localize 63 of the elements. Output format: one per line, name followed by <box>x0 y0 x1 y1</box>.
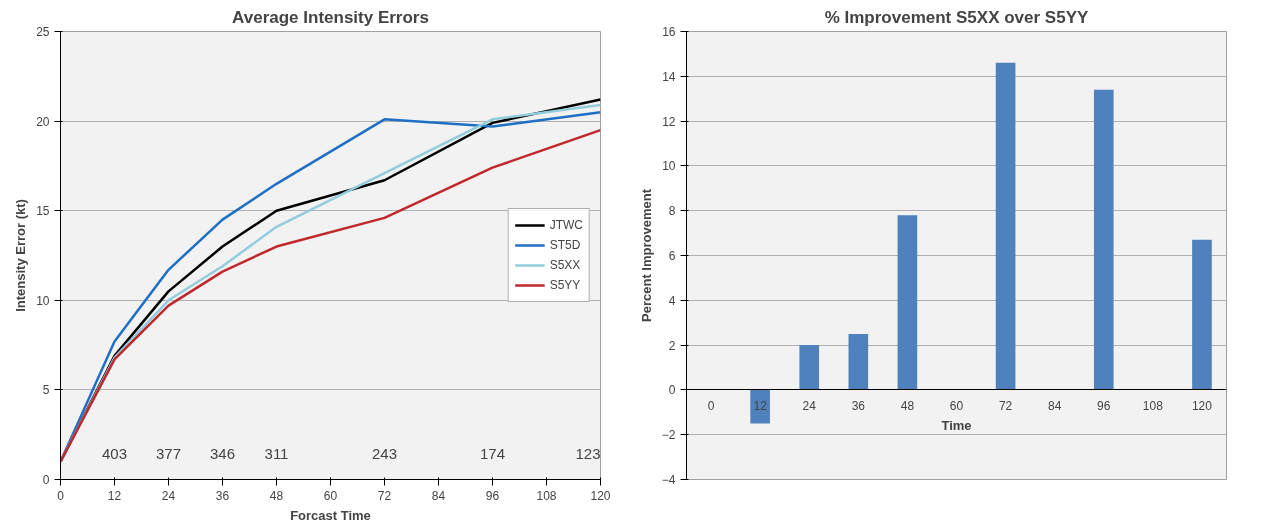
y-tick-label: 0 <box>668 383 676 398</box>
annotation: 123 <box>575 445 601 463</box>
x-tick-label: 72 <box>377 488 392 503</box>
x-axis-title: Time <box>941 417 972 433</box>
bar <box>750 389 770 424</box>
x-tick-label: 96 <box>1097 398 1111 413</box>
annotation: 243 <box>371 445 398 463</box>
y-tick-label: 12 <box>662 114 676 129</box>
bar <box>799 345 820 390</box>
legend-label: S5YY <box>549 278 581 292</box>
y-tick-label: 15 <box>36 204 50 219</box>
legend-label: S5XX <box>549 258 581 272</box>
x-tick-label: 36 <box>851 398 866 413</box>
bar <box>1093 89 1114 390</box>
x-tick-label: 60 <box>949 398 964 413</box>
y-axis-title: Intensity Error (kt) <box>13 199 29 312</box>
legend-label: JTWC <box>549 218 583 232</box>
x-tick-label: 0 <box>57 488 65 503</box>
x-tick-label: 12 <box>753 398 768 413</box>
x-tick-label: 48 <box>900 398 915 413</box>
y-tick-label: 16 <box>662 25 676 39</box>
x-tick-label: 72 <box>998 398 1013 413</box>
x-tick-label: 12 <box>107 488 122 503</box>
annotation: 174 <box>479 445 506 463</box>
chart-title: Average Intensity Errors <box>232 7 429 27</box>
x-tick-label: 120 <box>590 488 611 503</box>
annotation: 403 <box>101 445 128 463</box>
y-tick-label: −4 <box>661 473 676 487</box>
x-tick-label: 24 <box>802 398 817 413</box>
x-tick-label: 24 <box>161 488 176 503</box>
x-tick-label: 84 <box>1048 398 1062 413</box>
y-tick-label: 10 <box>662 159 676 174</box>
y-tick-label: 2 <box>668 338 676 353</box>
chart-title: % Improvement S5XX over S5YY <box>824 7 1089 27</box>
y-tick-label: 25 <box>36 25 50 39</box>
annotation: 377 <box>155 445 182 463</box>
y-tick-label: 4 <box>668 293 676 308</box>
legend-label: ST5D <box>549 238 581 252</box>
y-axis-title: Percent Improvement <box>638 188 654 322</box>
x-tick-label: 108 <box>536 488 557 503</box>
y-tick-label: 0 <box>42 473 50 487</box>
x-tick-label: 0 <box>707 398 715 413</box>
bar <box>995 62 1016 390</box>
x-tick-label: 96 <box>485 488 500 503</box>
bar <box>897 215 918 390</box>
y-tick-label: 20 <box>36 114 50 129</box>
x-tick-label: 108 <box>1142 398 1164 413</box>
x-tick-label: 60 <box>323 488 338 503</box>
y-tick-label: 14 <box>662 69 676 84</box>
x-tick-label: 120 <box>1191 398 1213 413</box>
y-tick-label: 10 <box>36 293 50 308</box>
annotation: 346 <box>209 445 236 463</box>
y-tick-label: 8 <box>668 204 676 219</box>
bar <box>1192 239 1212 390</box>
x-axis-title: Forcast Time <box>290 507 371 523</box>
x-tick-label: 36 <box>215 488 230 503</box>
y-tick-label: 5 <box>42 383 50 398</box>
y-tick-label: −2 <box>661 428 676 443</box>
annotation: 311 <box>264 445 289 463</box>
x-tick-label: 84 <box>431 488 446 503</box>
x-tick-label: 48 <box>269 488 284 503</box>
y-tick-label: 6 <box>668 249 676 263</box>
bar <box>848 333 869 390</box>
